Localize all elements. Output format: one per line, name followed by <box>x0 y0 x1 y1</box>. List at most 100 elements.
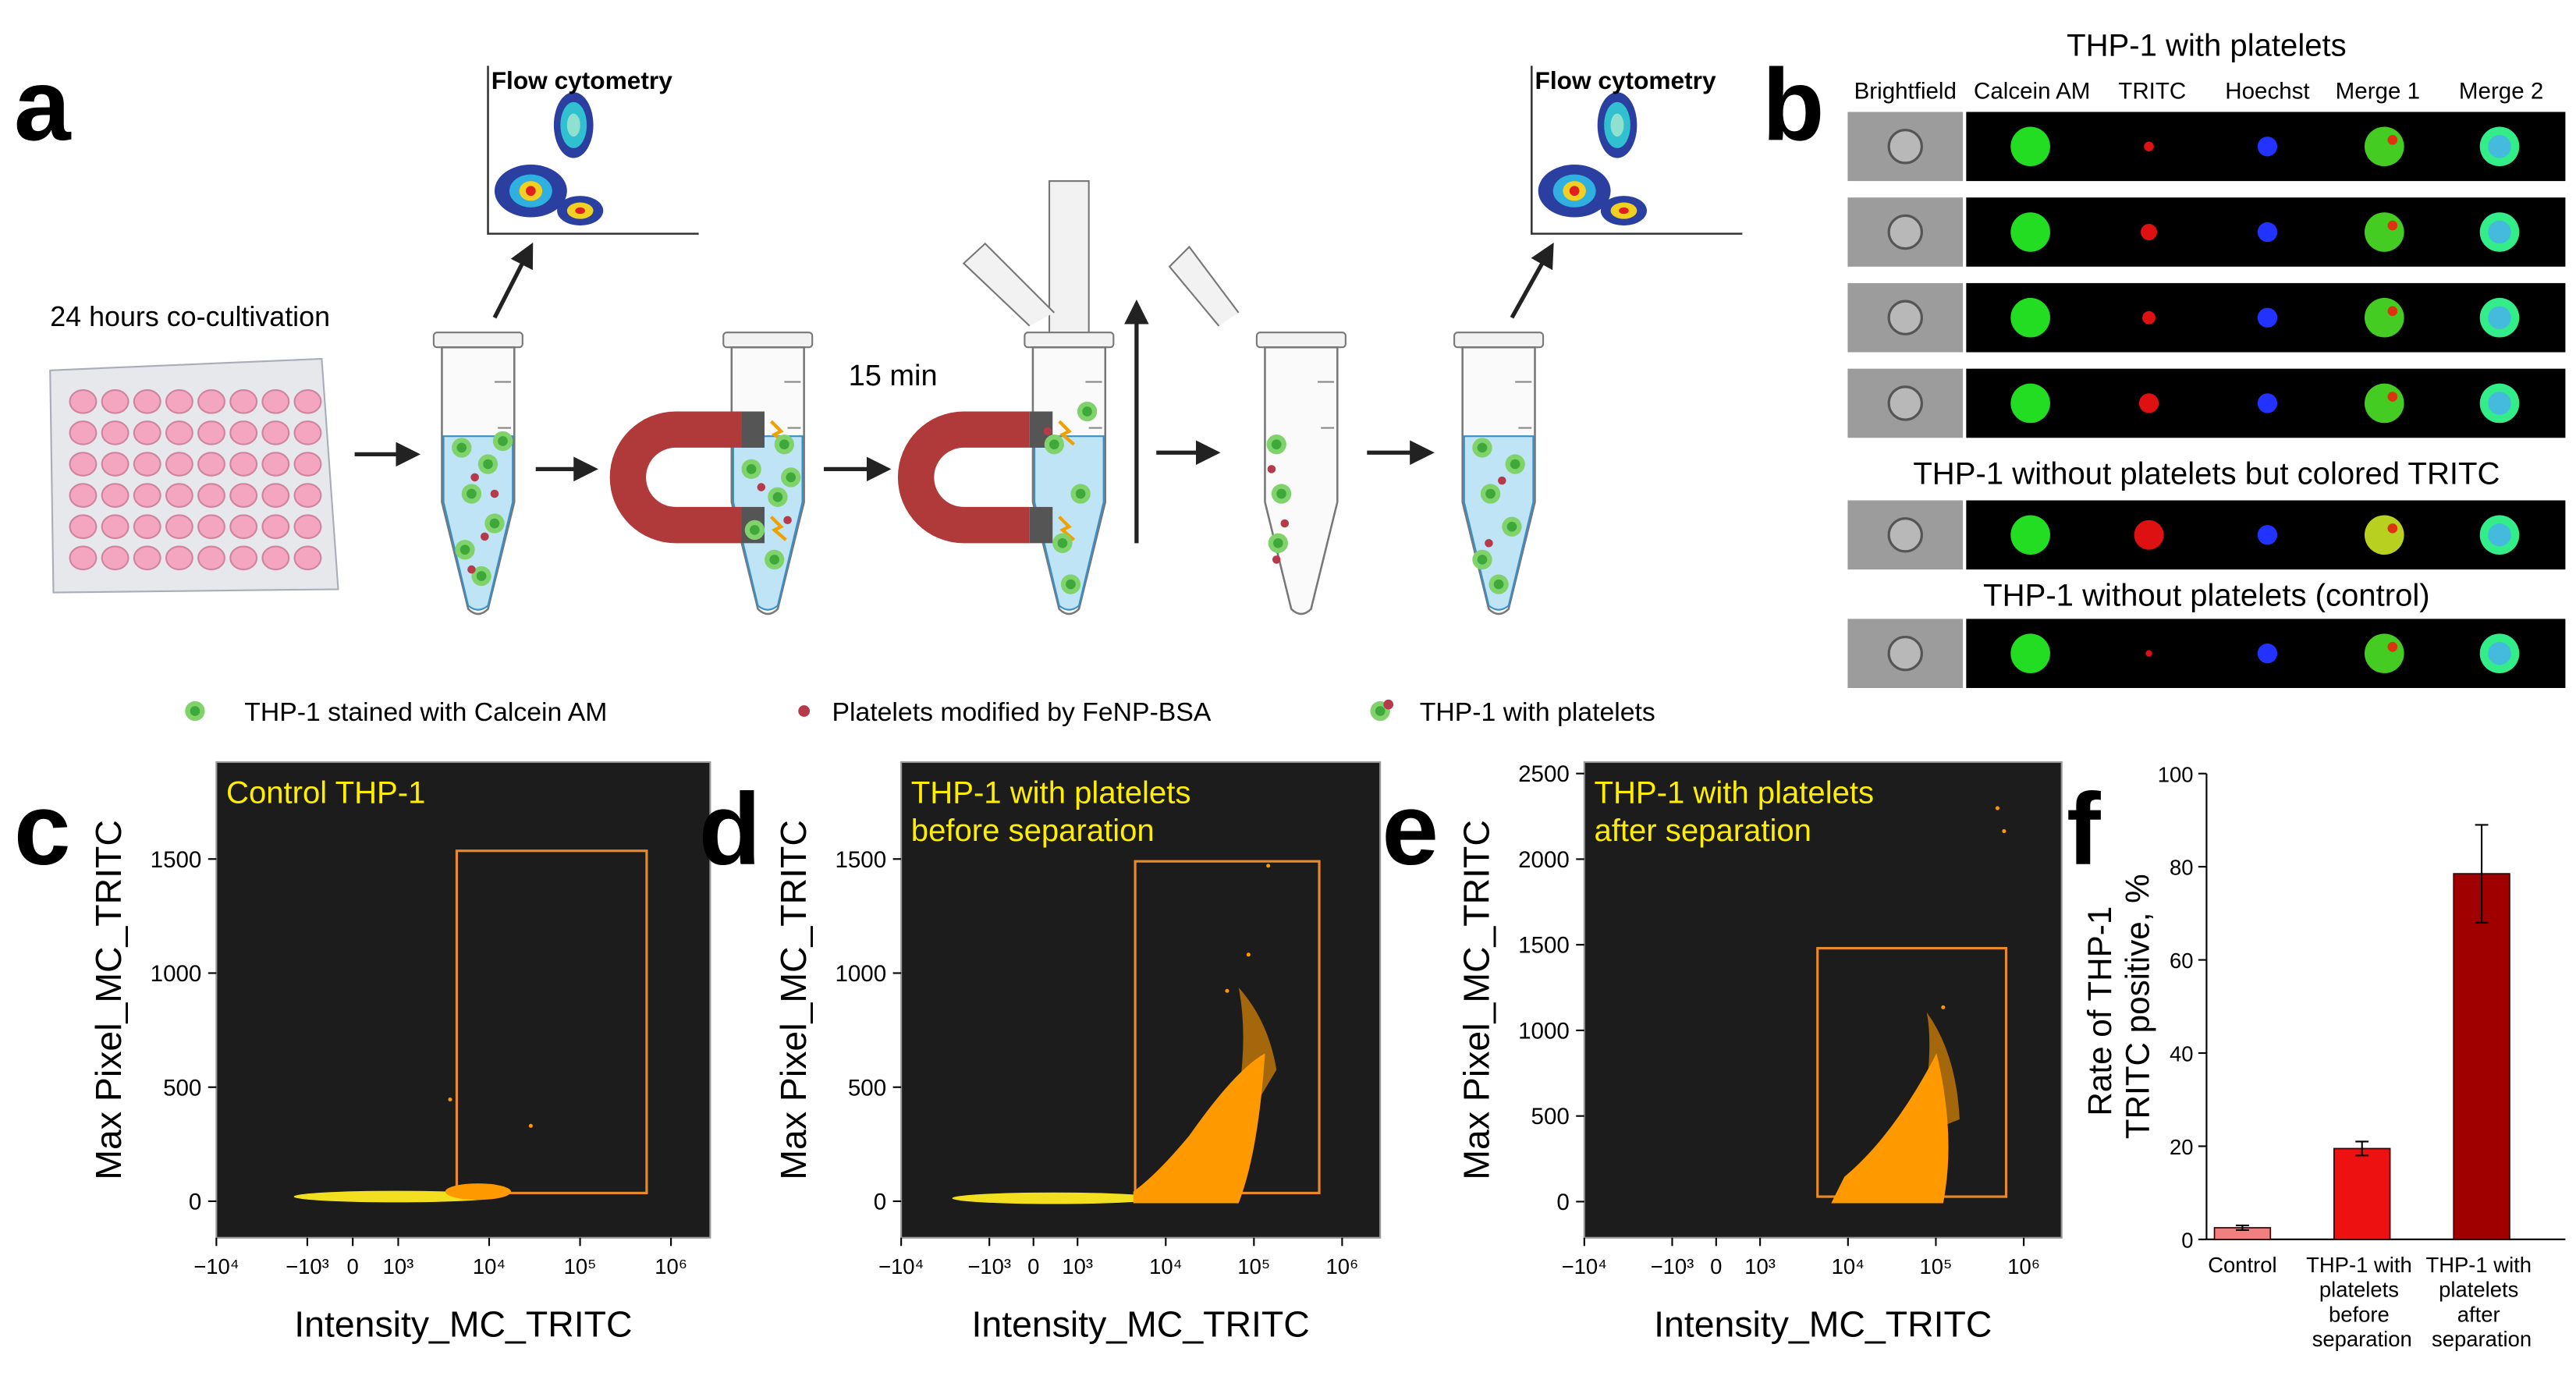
well <box>133 483 161 508</box>
well <box>293 483 322 508</box>
merge1-spot <box>2387 641 2398 652</box>
column-header: Hoechst <box>2225 79 2309 105</box>
tritc-signal <box>2134 520 2164 550</box>
well <box>101 452 130 477</box>
merge1-cell <box>2364 515 2404 555</box>
gate <box>455 849 648 1195</box>
y-tick-label: 40 <box>2170 1042 2194 1066</box>
y-axis-label: Max Pixel_MC_TRITC <box>773 820 814 1180</box>
well <box>229 514 258 540</box>
x-tick-label: 10⁶ <box>655 1254 687 1278</box>
well <box>69 452 98 477</box>
x-tick-label: 0 <box>347 1254 359 1278</box>
well <box>293 452 322 477</box>
cell <box>1052 533 1073 553</box>
tritc-signal <box>2138 393 2159 413</box>
well <box>165 545 193 571</box>
cell <box>1070 484 1091 504</box>
well <box>133 545 161 571</box>
well <box>229 483 258 508</box>
plot-area <box>215 761 711 1239</box>
well <box>261 514 290 540</box>
well <box>261 545 290 571</box>
annotation: THP-1 with platelets before separation <box>911 776 1200 849</box>
panel-label: e <box>1382 772 1439 886</box>
merge1-spot <box>2387 135 2398 145</box>
text-line: platelets <box>2439 1278 2525 1302</box>
tritc-signal <box>2145 650 2152 657</box>
y-tick-label: 0 <box>2181 1228 2193 1252</box>
cell <box>1266 434 1286 455</box>
well <box>165 483 193 508</box>
x-tick-label: 10³ <box>1744 1254 1776 1278</box>
x-tick-label: Control <box>2208 1253 2276 1277</box>
panel-label: c <box>14 772 71 886</box>
text-line: THP-1 with <box>2425 1253 2537 1277</box>
y-tick-label: 100 <box>2158 762 2194 786</box>
merge2-core <box>2488 306 2511 330</box>
tube-lid <box>1168 245 1240 327</box>
legend-icon <box>1370 699 1394 722</box>
event-cloud <box>952 1192 1157 1204</box>
well <box>101 420 130 445</box>
text-line: before separation <box>911 814 1155 848</box>
panel-label: d <box>699 772 761 886</box>
y-tick-label: 0 <box>189 1190 201 1215</box>
legend-text: THP-1 stained with Calcein AM <box>244 697 607 727</box>
x-tick-label: −10⁴ <box>1562 1254 1607 1278</box>
bar <box>2333 1147 2391 1240</box>
column-header: Brightfield <box>1854 79 1957 105</box>
column-header: Calcein AM <box>1974 79 2090 105</box>
y-tick-label: 80 <box>2170 856 2194 880</box>
merge2-core <box>2488 392 2511 415</box>
well <box>197 420 225 445</box>
event-dot <box>1246 952 1251 957</box>
well <box>197 514 225 540</box>
platelet <box>1272 555 1281 564</box>
x-axis-label: Intensity_MC_TRITC <box>1654 1303 1992 1344</box>
merge1-cell <box>2364 633 2404 674</box>
cell <box>741 459 761 480</box>
tritc-signal <box>2142 310 2156 324</box>
cell <box>452 438 472 458</box>
text-line: before <box>2329 1302 2395 1326</box>
calcein-cell <box>2010 633 2050 674</box>
well <box>229 452 258 477</box>
brightfield-cell <box>1887 214 1923 250</box>
brightfield-cell <box>1887 300 1923 335</box>
x-tick-label: 10⁴ <box>1149 1254 1182 1278</box>
well <box>165 514 193 540</box>
arrows <box>354 242 1554 544</box>
cells <box>452 401 1525 594</box>
platelet <box>1043 427 1052 436</box>
y-tick-label: 2000 <box>1518 847 1570 873</box>
cell <box>477 454 499 474</box>
y-axis-label: Max Pixel_MC_TRITC <box>88 820 129 1180</box>
brightfield-cell <box>1887 636 1923 672</box>
legend-icon <box>798 705 811 717</box>
well <box>165 420 193 445</box>
cell <box>484 513 505 534</box>
y-tick-label: 500 <box>163 1075 201 1101</box>
text-line: after <box>2457 1302 2507 1326</box>
platelet <box>757 483 766 491</box>
event-dot <box>2002 829 2007 834</box>
text-line: after separation <box>1594 814 1811 848</box>
well <box>69 514 98 540</box>
y-tick-label: 1500 <box>1518 933 1570 959</box>
brightfield-cell <box>1887 385 1923 421</box>
cell <box>774 434 794 455</box>
well <box>101 514 130 540</box>
merge2-core <box>2488 135 2511 158</box>
x-tick-label: −10⁴ <box>193 1254 239 1278</box>
event-cloud <box>445 1183 512 1200</box>
well <box>261 389 290 414</box>
text-line: THP-1 with platelets <box>1594 776 1882 810</box>
well <box>101 545 130 571</box>
well <box>293 514 322 540</box>
y-tick-label: 0 <box>874 1190 886 1215</box>
platelet <box>490 489 499 498</box>
arrow <box>492 242 534 319</box>
